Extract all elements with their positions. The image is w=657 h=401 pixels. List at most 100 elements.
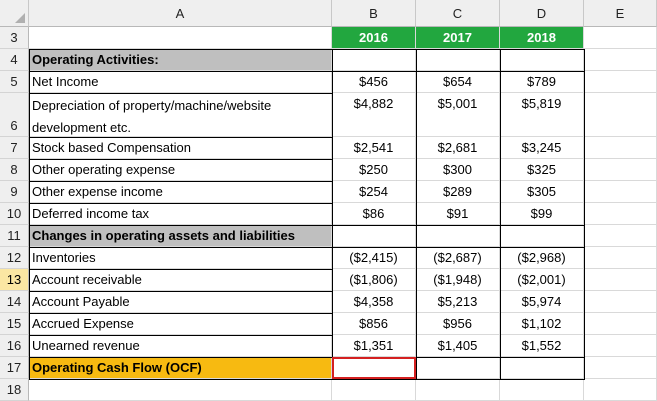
cell-e18[interactable] [584, 379, 657, 401]
row-header[interactable]: 4 [0, 49, 29, 71]
cell-a3[interactable] [29, 27, 332, 49]
cell-a12[interactable]: Inventories [29, 247, 332, 269]
cell-a13[interactable]: Account receivable [29, 269, 332, 291]
cell-e9[interactable] [584, 181, 657, 203]
column-header-c[interactable]: C [416, 0, 500, 27]
row-header[interactable]: 9 [0, 181, 29, 203]
cell-b16[interactable]: $1,351 [332, 335, 416, 357]
cell-c5[interactable]: $654 [416, 71, 500, 93]
cell-a9[interactable]: Other expense income [29, 181, 332, 203]
cell-b4[interactable] [332, 49, 416, 71]
cell-d7[interactable]: $3,245 [500, 137, 584, 159]
cell-a18[interactable] [29, 379, 332, 401]
row-header[interactable]: 7 [0, 137, 29, 159]
cell-c10[interactable]: $91 [416, 203, 500, 225]
cell-e6[interactable] [584, 93, 657, 137]
cell-c6[interactable]: $5,001 [416, 93, 500, 137]
column-header-b[interactable]: B [332, 0, 416, 27]
row-header[interactable]: 3 [0, 27, 29, 49]
cell-c4[interactable] [416, 49, 500, 71]
cell-d18[interactable] [500, 379, 584, 401]
cell-c7[interactable]: $2,681 [416, 137, 500, 159]
cell-b8[interactable]: $250 [332, 159, 416, 181]
row-header[interactable]: 16 [0, 335, 29, 357]
cell-e13[interactable] [584, 269, 657, 291]
cell-d17[interactable] [500, 357, 584, 379]
cell-b17[interactable] [332, 357, 416, 379]
row-header[interactable]: 8 [0, 159, 29, 181]
cell-e12[interactable] [584, 247, 657, 269]
cell-b13[interactable]: ($1,806) [332, 269, 416, 291]
cell-e16[interactable] [584, 335, 657, 357]
cell-a7[interactable]: Stock based Compensation [29, 137, 332, 159]
cell-e15[interactable] [584, 313, 657, 335]
cell-b12[interactable]: ($2,415) [332, 247, 416, 269]
row-header[interactable]: 14 [0, 291, 29, 313]
cell-c15[interactable]: $956 [416, 313, 500, 335]
column-header-d[interactable]: D [500, 0, 584, 27]
cell-e10[interactable] [584, 203, 657, 225]
cell-d6[interactable]: $5,819 [500, 93, 584, 137]
cell-d16[interactable]: $1,552 [500, 335, 584, 357]
cell-b15[interactable]: $856 [332, 313, 416, 335]
cell-c17[interactable] [416, 357, 500, 379]
cell-e11[interactable] [584, 225, 657, 247]
cell-d4[interactable] [500, 49, 584, 71]
cell-c14[interactable]: $5,213 [416, 291, 500, 313]
row-header[interactable]: 11 [0, 225, 29, 247]
cell-d8[interactable]: $325 [500, 159, 584, 181]
cell-a6[interactable]: Depreciation of property/machine/website… [29, 93, 332, 137]
cell-d13[interactable]: ($2,001) [500, 269, 584, 291]
cell-d10[interactable]: $99 [500, 203, 584, 225]
row-header[interactable]: 10 [0, 203, 29, 225]
cell-d15[interactable]: $1,102 [500, 313, 584, 335]
cell-e7[interactable] [584, 137, 657, 159]
cell-c13[interactable]: ($1,948) [416, 269, 500, 291]
cell-c11[interactable] [416, 225, 500, 247]
cell-c16[interactable]: $1,405 [416, 335, 500, 357]
cell-b5[interactable]: $456 [332, 71, 416, 93]
cell-a16[interactable]: Unearned revenue [29, 335, 332, 357]
cell-e14[interactable] [584, 291, 657, 313]
cell-c3[interactable]: 2017 [416, 27, 500, 49]
cell-d3[interactable]: 2018 [500, 27, 584, 49]
cell-b14[interactable]: $4,358 [332, 291, 416, 313]
cell-b6[interactable]: $4,882 [332, 93, 416, 137]
cell-a10[interactable]: Deferred income tax [29, 203, 332, 225]
cell-e8[interactable] [584, 159, 657, 181]
cell-b10[interactable]: $86 [332, 203, 416, 225]
cell-b11[interactable] [332, 225, 416, 247]
row-header[interactable]: 13 [0, 269, 29, 291]
cell-c18[interactable] [416, 379, 500, 401]
cell-e17[interactable] [584, 357, 657, 379]
cell-e3[interactable] [584, 27, 657, 49]
select-all-corner[interactable] [0, 0, 29, 27]
cell-a8[interactable]: Other operating expense [29, 159, 332, 181]
cell-d14[interactable]: $5,974 [500, 291, 584, 313]
cell-b3[interactable]: 2016 [332, 27, 416, 49]
cell-a11[interactable]: Changes in operating assets and liabilit… [29, 225, 332, 247]
cell-a14[interactable]: Account Payable [29, 291, 332, 313]
column-header-a[interactable]: A [29, 0, 332, 27]
cell-b18[interactable] [332, 379, 416, 401]
row-header[interactable]: 15 [0, 313, 29, 335]
row-header[interactable]: 6 [0, 93, 29, 137]
cell-c8[interactable]: $300 [416, 159, 500, 181]
row-header[interactable]: 5 [0, 71, 29, 93]
cell-e5[interactable] [584, 71, 657, 93]
cell-c9[interactable]: $289 [416, 181, 500, 203]
cell-a4[interactable]: Operating Activities: [29, 49, 332, 71]
cell-a17[interactable]: Operating Cash Flow (OCF) [29, 357, 332, 379]
cell-a15[interactable]: Accrued Expense [29, 313, 332, 335]
cell-b9[interactable]: $254 [332, 181, 416, 203]
cell-d12[interactable]: ($2,968) [500, 247, 584, 269]
cell-d11[interactable] [500, 225, 584, 247]
row-header[interactable]: 17 [0, 357, 29, 379]
cell-c12[interactable]: ($2,687) [416, 247, 500, 269]
cell-a5[interactable]: Net Income [29, 71, 332, 93]
cell-b7[interactable]: $2,541 [332, 137, 416, 159]
cell-e4[interactable] [584, 49, 657, 71]
row-header[interactable]: 12 [0, 247, 29, 269]
cell-d9[interactable]: $305 [500, 181, 584, 203]
row-header[interactable]: 18 [0, 379, 29, 401]
